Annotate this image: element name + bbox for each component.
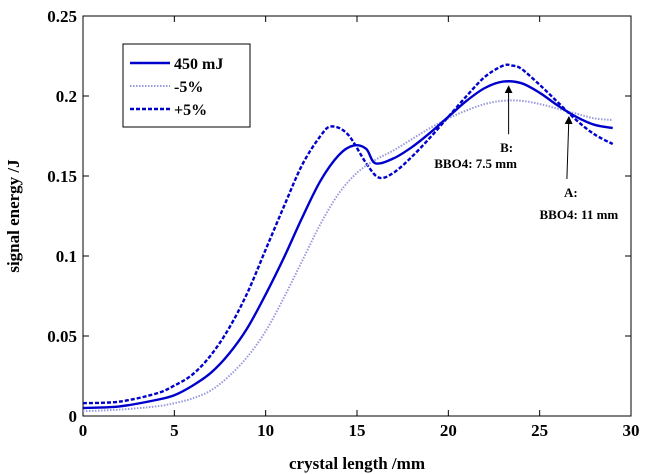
legend-box <box>122 43 251 128</box>
legend-label: -5% <box>174 79 203 96</box>
series-line <box>82 80 613 410</box>
x-tick-label: 5 <box>170 421 179 440</box>
y-tick-label: 0.15 <box>47 167 77 186</box>
y-tick-label: 0.1 <box>56 247 77 266</box>
x-tick-label: 10 <box>257 421 274 440</box>
series-line <box>82 99 613 413</box>
y-tick-label: 0.2 <box>56 87 77 106</box>
y-tick-label: 0.05 <box>47 327 77 346</box>
x-axis: 0 5 10 15 20 25 30 <box>79 16 640 440</box>
x-tick-label: 0 <box>79 421 88 440</box>
x-axis-label: crystal length /mm <box>289 454 425 473</box>
series-line <box>82 63 614 405</box>
legend-label: 450 mJ <box>174 56 223 73</box>
annotation-label: BBO4: 7.5 mm <box>434 156 517 171</box>
y-axis-label: signal energy /J <box>4 159 23 273</box>
x-tick-label: 25 <box>531 421 548 440</box>
legend: 450 mJ -5% +5% <box>122 43 251 128</box>
x-tick-label: 30 <box>623 421 640 440</box>
annotation-label: A: <box>564 185 578 200</box>
x-tick-label: 15 <box>349 421 366 440</box>
y-axis: 0 0.05 0.1 0.15 0.2 0.25 <box>47 7 631 426</box>
y-tick-label: 0 <box>69 407 78 426</box>
annotations: B:BBO4: 7.5 mm A: BBO4: 11 mm <box>434 85 619 222</box>
x-tick-label: 20 <box>440 421 457 440</box>
annotation-label: BBO4: 11 mm <box>540 207 619 222</box>
y-tick-label: 0.25 <box>47 7 77 26</box>
annotation-arrow <box>564 116 573 180</box>
annotation-label: B: <box>500 140 513 155</box>
legend-label: +5% <box>174 102 207 119</box>
series-layer <box>82 63 614 413</box>
